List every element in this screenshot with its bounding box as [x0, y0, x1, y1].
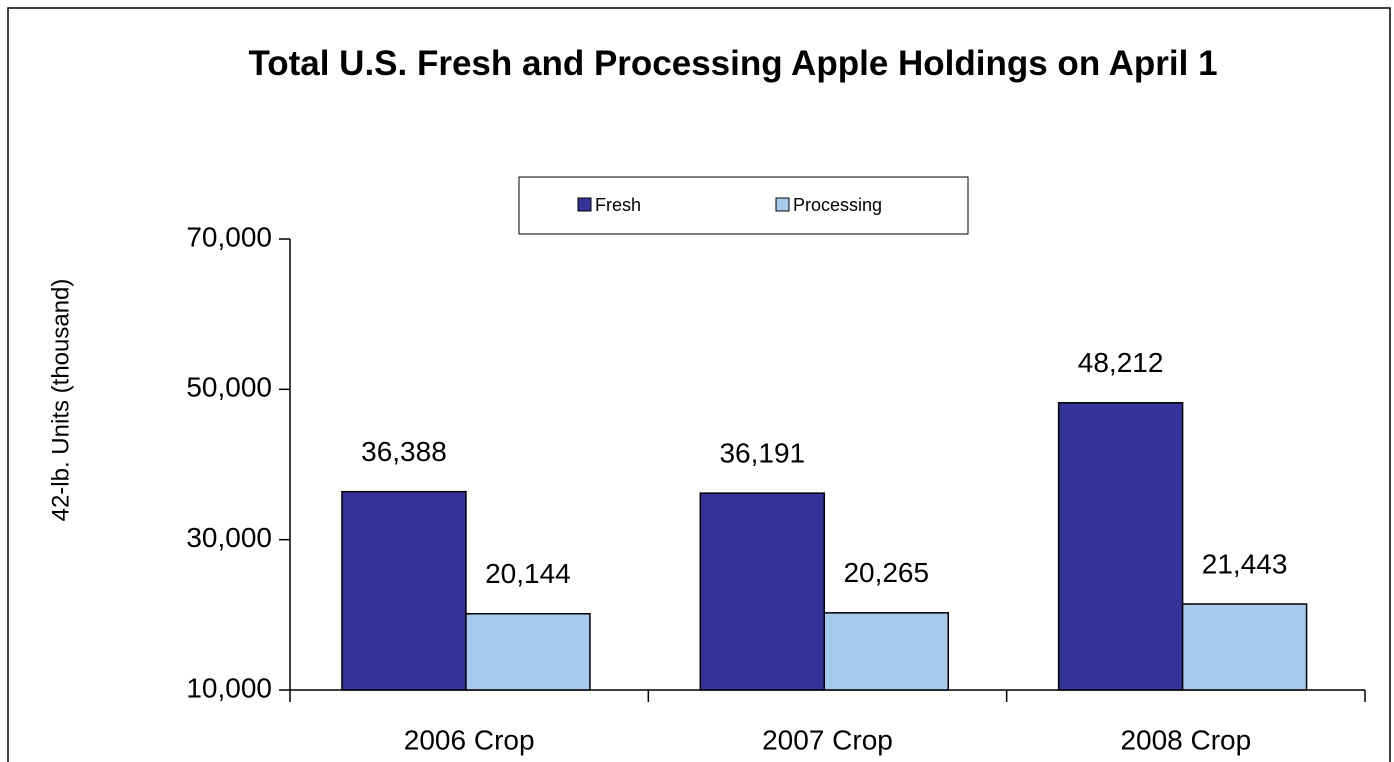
- x-tick-label: 2006 Crop: [404, 724, 535, 755]
- bar: [341, 490, 467, 691]
- data-label: 36,191: [719, 438, 805, 469]
- x-tick-label: 2008 Crop: [1120, 724, 1251, 755]
- legend-swatch: [577, 197, 592, 212]
- y-tick-label: 50,000: [186, 372, 272, 403]
- legend-label: Fresh: [595, 195, 641, 215]
- data-label: 20,265: [843, 557, 929, 588]
- data-label: 48,212: [1078, 347, 1164, 378]
- chart-title: Total U.S. Fresh and Processing Apple Ho…: [248, 44, 1218, 83]
- data-label: 36,388: [361, 436, 447, 467]
- y-tick-label: 30,000: [186, 522, 272, 553]
- chart-frame: [7, 7, 1391, 762]
- legend-box: [518, 176, 969, 235]
- y-axis-label: 42-lb. Units (thousand): [47, 279, 74, 522]
- bar: [1181, 603, 1308, 691]
- y-tick-label: 10,000: [186, 672, 272, 703]
- data-label: 21,443: [1202, 548, 1288, 579]
- bar: [1057, 402, 1184, 691]
- bar: [699, 492, 826, 691]
- legend-swatch: [775, 197, 790, 212]
- x-tick-label: 2007 Crop: [762, 724, 893, 755]
- bar: [823, 612, 950, 691]
- y-tick-label: 70,000: [186, 221, 272, 252]
- legend-label: Processing: [793, 195, 882, 215]
- bar: [465, 613, 591, 691]
- data-label: 20,144: [485, 558, 571, 589]
